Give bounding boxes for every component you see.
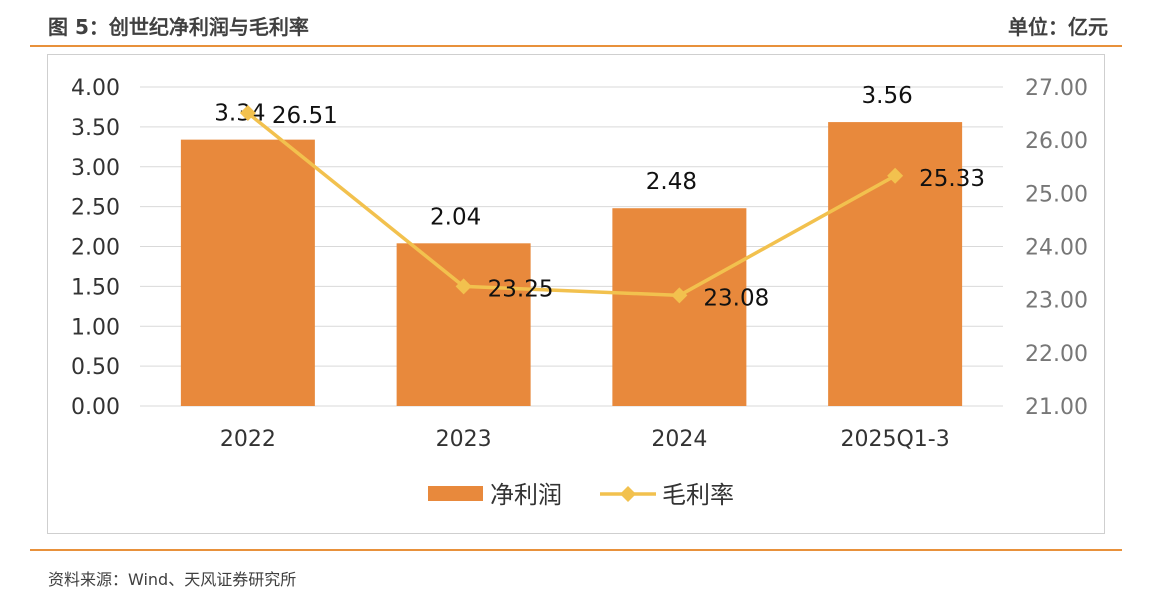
line-data-label: 23.25 [488, 276, 554, 302]
right-axis-tick-label: 24.00 [1025, 236, 1088, 261]
gross-margin-line [246, 111, 896, 298]
left-axis-tick-label: 2.50 [71, 196, 120, 221]
right-axis-tick-label: 26.00 [1025, 129, 1088, 154]
legend-marker-gross-margin [620, 486, 636, 502]
right-axis-tick-label: 23.00 [1025, 289, 1088, 314]
line-data-label: 25.33 [919, 166, 985, 192]
left-axis-tick-label: 0.00 [71, 395, 120, 420]
left-axis-tick-label: 1.50 [71, 275, 120, 300]
chart-header: 图 5：创世纪净利润与毛利率 单位：亿元 [48, 6, 1108, 44]
legend-label-gross-margin: 毛利率 [662, 481, 734, 509]
chart-title: 图 5：创世纪净利润与毛利率 [48, 14, 309, 39]
gross-margin-marker [671, 287, 688, 304]
bar-net-profit [396, 243, 531, 406]
line-data-label: 23.08 [703, 285, 769, 311]
x-axis-tick-label: 2022 [220, 427, 276, 452]
left-axis-tick-label: 0.50 [71, 355, 120, 380]
bar-data-label: 2.04 [430, 204, 481, 230]
gross-margin-marker [887, 167, 904, 184]
gross-margin-marker [239, 105, 256, 122]
right-axis-tick-label: 27.00 [1025, 76, 1088, 101]
x-axis-tick-label: 2024 [651, 427, 707, 452]
top-rule [30, 45, 1122, 47]
bar-data-label: 3.56 [862, 83, 913, 109]
right-axis-tick-label: 25.00 [1025, 182, 1088, 207]
line-data-label: 26.51 [272, 103, 338, 129]
legend-swatch-net-profit [428, 486, 483, 501]
right-axis-tick-label: 22.00 [1025, 342, 1088, 367]
unit-label: 单位：亿元 [1008, 14, 1108, 39]
left-axis-tick-label: 2.00 [71, 236, 120, 261]
left-axis-tick-label: 4.00 [71, 76, 120, 101]
chart-frame [47, 54, 1105, 534]
x-axis-tick-label: 2025Q1-3 [841, 427, 950, 452]
left-axis-tick-label: 3.50 [71, 116, 120, 141]
left-axis-tick-label: 3.00 [71, 156, 120, 181]
bar-net-profit [180, 139, 315, 406]
right-axis-tick-label: 21.00 [1025, 395, 1088, 420]
bar-data-label: 2.48 [646, 169, 697, 195]
left-axis-tick-label: 1.00 [71, 315, 120, 340]
bottom-rule [30, 549, 1122, 551]
gross-margin-marker [455, 278, 472, 295]
bar-net-profit [828, 122, 963, 406]
source-note: 资料来源：Wind、天风证券研究所 [48, 570, 297, 589]
legend-label-net-profit: 净利润 [490, 481, 562, 509]
bar-net-profit [612, 208, 747, 406]
x-axis-tick-label: 2023 [436, 427, 492, 452]
